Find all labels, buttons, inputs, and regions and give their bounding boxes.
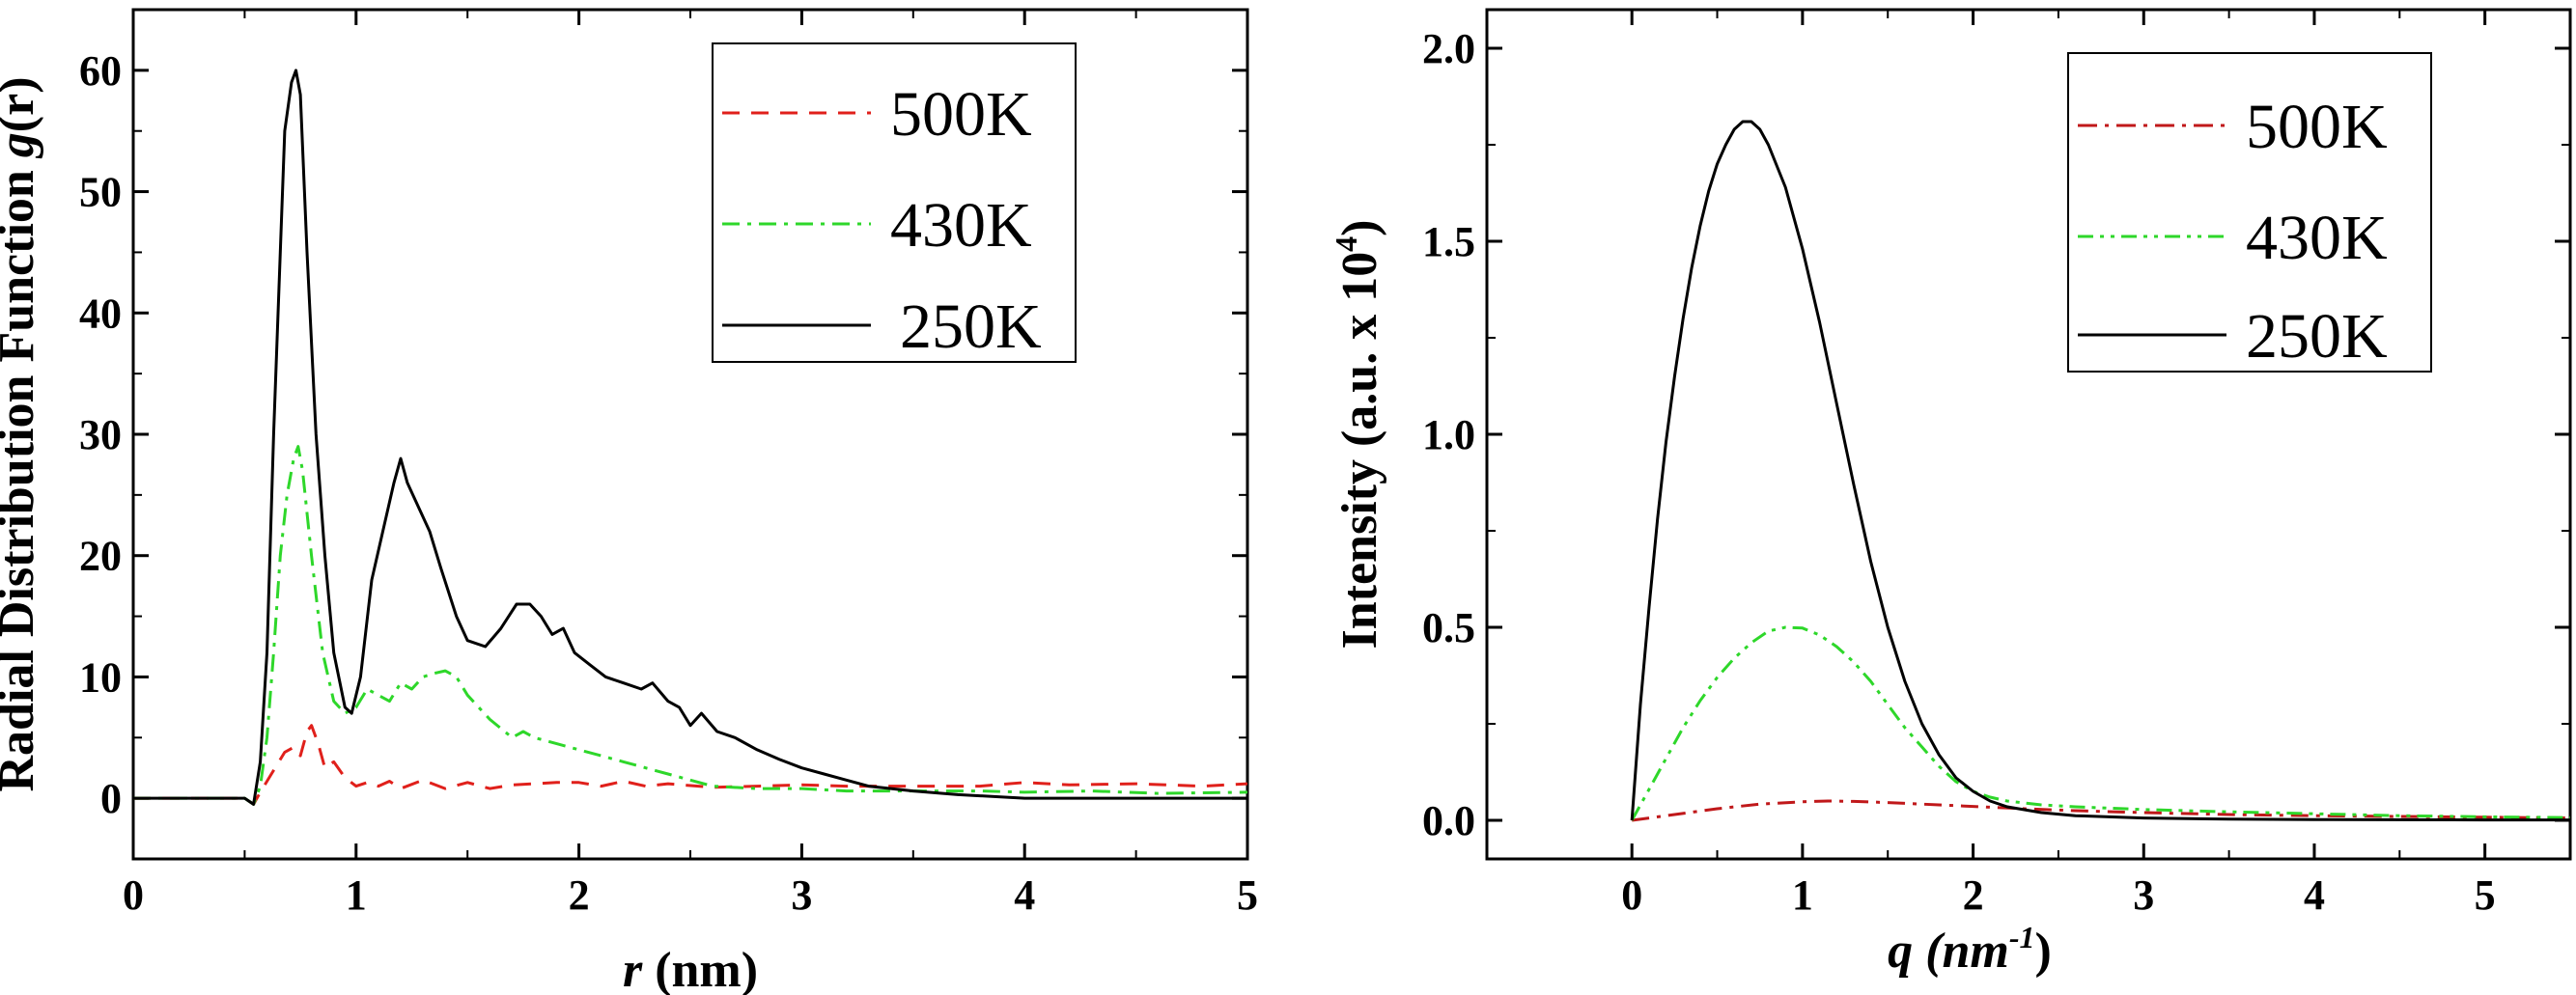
intensity-y-tick-label: 0.0	[1422, 797, 1475, 844]
legend-label-250k: 250K	[2246, 301, 2388, 372]
intensity-y-close: )	[1332, 219, 1387, 235]
intensity-x-close: )	[2035, 924, 2052, 979]
rdf-y-tick-label: 30	[79, 411, 122, 458]
intensity-x-tick-label: 5	[2475, 871, 2496, 919]
intensity-ticks: 0 1 2 3 4 5 0.0 0.5 1.0 1.5 2.0	[1422, 10, 2570, 919]
intensity-x-unit: (nm	[1925, 924, 2009, 979]
legend-label-430k: 430K	[2246, 203, 2388, 273]
rdf-y-tick-label: 60	[79, 47, 122, 95]
rdf-x-tick-label: 5	[1237, 871, 1258, 919]
legend-label-500k: 500K	[890, 79, 1032, 150]
intensity-x-tick-label: 3	[2133, 871, 2154, 919]
rdf-y-label-main: Radial Distribution Function	[0, 157, 44, 791]
intensity-y-label-main: Intensity (a.u. x 10	[1332, 252, 1387, 650]
rdf-y-label-arg: (r)	[0, 76, 44, 132]
intensity-chart: 0 1 2 3 4 5 0.0 0.5 1.0 1.5 2.0 500K 430K 250K q (…	[1329, 8, 2572, 979]
rdf-series-500k	[133, 724, 1248, 806]
rdf-y-axis-label: Radial Distribution Function g(r)	[0, 76, 44, 791]
intensity-x-sup: -1	[2009, 920, 2035, 954]
rdf-x-var: r	[623, 943, 643, 995]
intensity-x-tick-label: 1	[1792, 871, 1813, 919]
intensity-series-250k	[1630, 120, 2570, 822]
rdf-x-tick-label: 4	[1014, 871, 1035, 919]
legend-label-430k: 430K	[890, 190, 1032, 261]
intensity-x-tick-label: 4	[2304, 871, 2325, 919]
rdf-x-tick-label: 3	[791, 871, 812, 919]
rdf-x-tick-label: 1	[346, 871, 367, 919]
rdf-plot-frame	[131, 8, 1249, 861]
rdf-x-tick-label: 0	[123, 871, 144, 919]
rdf-x-unit: (nm)	[642, 943, 758, 995]
intensity-x-tick-label: 2	[1963, 871, 1984, 919]
rdf-series	[133, 69, 1248, 806]
legend-label-250k: 250K	[900, 291, 1042, 362]
intensity-legend-box	[2067, 52, 2432, 373]
intensity-y-sup: 4	[1329, 236, 1363, 252]
rdf-y-label-var: g	[0, 132, 44, 158]
rdf-legend: 500K 430K 250K	[712, 42, 1077, 363]
intensity-y-axis-label: Intensity (a.u. x 104)	[1329, 219, 1387, 649]
intensity-x-var: q	[1888, 924, 1913, 979]
intensity-x-tick-label: 0	[1621, 871, 1642, 919]
intensity-y-tick-label: 2.0	[1422, 25, 1475, 72]
rdf-y-tick-label: 50	[79, 169, 122, 216]
intensity-y-tick-label: 1.5	[1422, 218, 1475, 265]
rdf-x-axis-label: r (nm)	[623, 943, 758, 995]
rdf-y-tick-label: 20	[79, 533, 122, 580]
intensity-y-tick-label: 0.5	[1422, 604, 1475, 651]
rdf-legend-box	[712, 42, 1077, 363]
intensity-y-tick-label: 1.0	[1422, 411, 1475, 458]
intensity-x-axis-label: q (nm-1)	[1888, 920, 2052, 979]
rdf-y-tick-label: 10	[79, 653, 122, 701]
intensity-legend: 500K 430K 250K	[2067, 52, 2432, 373]
rdf-series-430k	[133, 445, 1248, 806]
rdf-y-tick-label: 40	[79, 290, 122, 337]
intensity-series	[1630, 120, 2571, 822]
rdf-series-250k	[133, 69, 1247, 806]
intensity-series-500k	[1631, 799, 2571, 822]
rdf-x-tick-label: 2	[569, 871, 590, 919]
intensity-series-430k	[1630, 625, 2571, 821]
rdf-y-tick-label: 0	[100, 775, 122, 822]
legend-label-500k: 500K	[2246, 92, 2388, 162]
